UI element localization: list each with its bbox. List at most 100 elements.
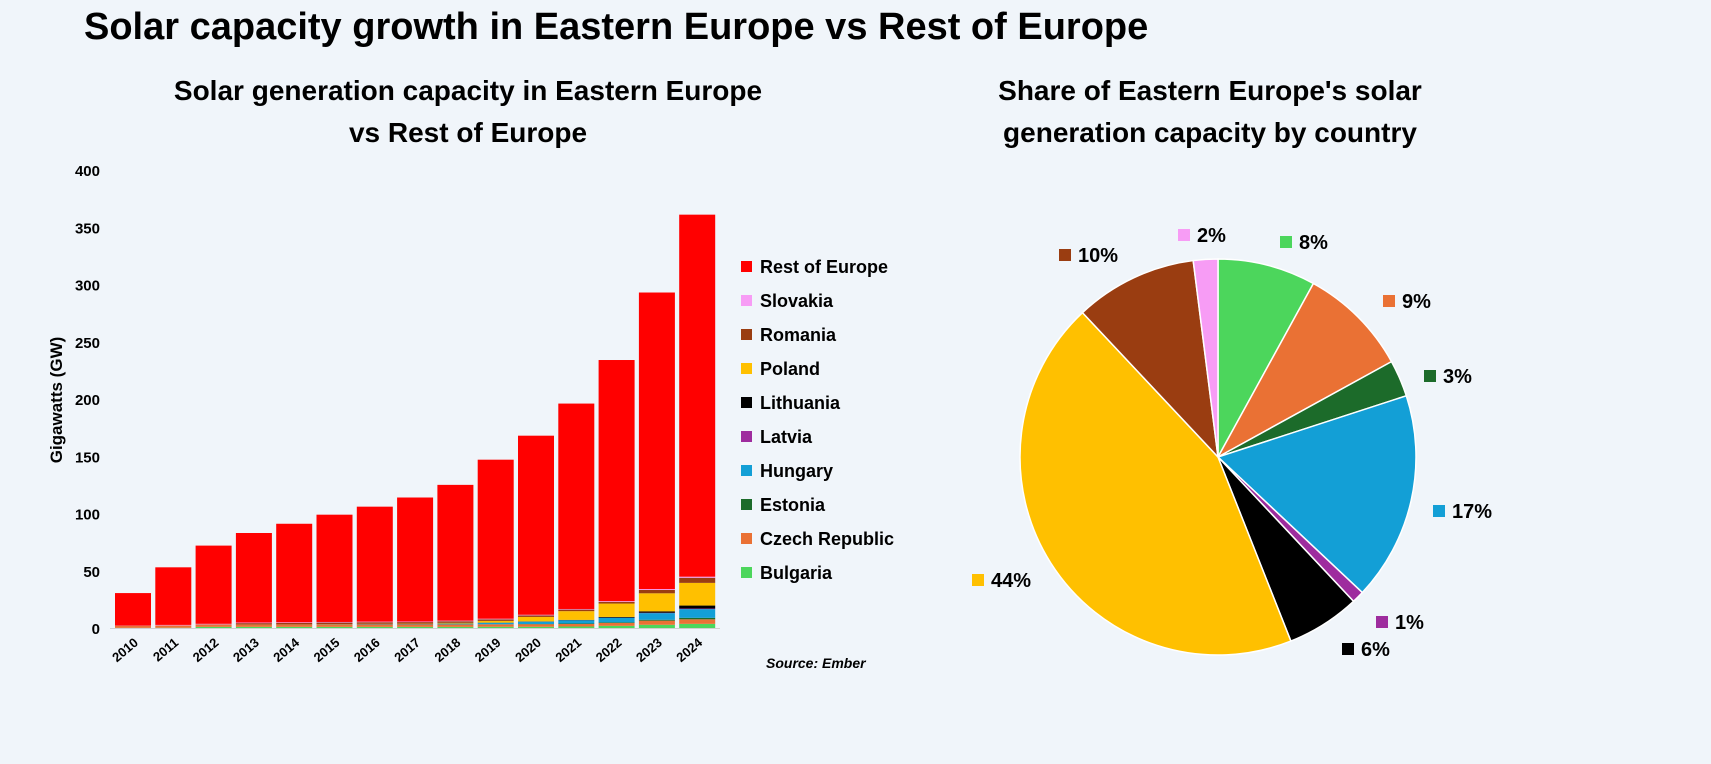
legend-label: Bulgaria [760, 563, 833, 583]
bar-segment-bulgaria [236, 627, 272, 628]
bar-segment-slovakia [357, 622, 393, 623]
y-axis-label: Gigawatts (GW) [47, 337, 66, 464]
bar-segment-romania [679, 578, 715, 583]
bar-segment-rest-of-europe [115, 593, 151, 626]
bar-segment-czech-republic [317, 624, 353, 626]
x-tick-label: 2020 [512, 635, 544, 665]
bar-segment-latvia [679, 609, 715, 610]
bar-segment-romania [357, 622, 393, 624]
bar-segment-poland [437, 623, 473, 624]
legend-label: Poland [760, 359, 820, 379]
bar-segment-rest-of-europe [276, 524, 312, 623]
y-tick-label: 150 [75, 449, 100, 466]
bar-segment-slovakia [276, 622, 312, 623]
pie-data-label: 8% [1299, 232, 1328, 254]
bar-segment-poland [599, 604, 635, 617]
pie-label-swatch [1424, 370, 1436, 382]
x-tick-label: 2014 [270, 634, 302, 665]
x-tick-label: 2023 [633, 635, 665, 665]
bar-segment-hungary [639, 613, 675, 620]
bar-segment-slovakia [236, 623, 272, 624]
bar-segment-hungary [437, 624, 473, 625]
bar-segment-rest-of-europe [478, 460, 514, 619]
x-tick-label: 2013 [230, 635, 262, 665]
legend-label: Romania [760, 325, 837, 345]
bar-segment-bulgaria [639, 625, 675, 628]
legend-label: Czech Republic [760, 529, 894, 549]
x-tick-label: 2022 [593, 635, 625, 665]
bar-segment-czech-republic [115, 626, 151, 628]
bar-segment-bulgaria [558, 627, 594, 628]
bar-segment-slovakia [558, 609, 594, 610]
bar-segment-slovakia [599, 601, 635, 602]
bar-segment-slovakia [397, 622, 433, 623]
bar-segment-slovakia [679, 577, 715, 578]
bar-segment-slovakia [196, 624, 232, 625]
bar-segment-bulgaria [317, 627, 353, 628]
bar-segment-rest-of-europe [599, 360, 635, 601]
bar-segment-rest-of-europe [639, 293, 675, 590]
legend-swatch [741, 567, 752, 578]
bar-segment-rest-of-europe [397, 498, 433, 622]
pie-data-label: 44% [991, 570, 1031, 592]
bar-segment-czech-republic [357, 624, 393, 626]
bar-segment-rest-of-europe [518, 436, 554, 615]
x-tick-label: 2016 [351, 635, 383, 665]
bar-segment-poland [639, 593, 675, 611]
bar-segment-czech-republic [558, 624, 594, 627]
legend-label: Slovakia [760, 291, 834, 311]
bar-segment-hungary [599, 618, 635, 623]
bar-segment-slovakia [478, 619, 514, 620]
bar-segment-czech-republic [639, 621, 675, 625]
pie-data-label: 17% [1452, 501, 1492, 523]
legend-swatch [741, 397, 752, 408]
bar-segment-slovakia [639, 589, 675, 590]
y-tick-label: 350 [75, 220, 100, 237]
pie-data-label: 6% [1361, 639, 1390, 661]
bar-segment-slovakia [317, 622, 353, 623]
bar-segment-lithuania [639, 611, 675, 612]
bar-segment-bulgaria [397, 627, 433, 628]
bar-segment-estonia [599, 622, 635, 623]
legend-label: Latvia [760, 427, 813, 447]
pie-data-label: 1% [1395, 612, 1424, 634]
pie-label-swatch [1178, 229, 1190, 241]
main-title: Solar capacity growth in Eastern Europe … [84, 6, 1148, 48]
legend-label: Hungary [760, 461, 833, 481]
bar-segment-romania [236, 623, 272, 624]
y-tick-label: 250 [75, 335, 100, 352]
x-tick-label: 2011 [150, 635, 181, 665]
x-tick-label: 2018 [432, 635, 464, 665]
bar-segment-bulgaria [196, 627, 232, 628]
bar-segment-romania [518, 615, 554, 617]
bar-segment-czech-republic [155, 625, 191, 627]
bar-segment-rest-of-europe [558, 404, 594, 609]
pie-chart-title-line2: generation capacity by country [1003, 117, 1417, 148]
bar-segment-romania [397, 622, 433, 624]
bar-chart-title-line1: Solar generation capacity in Eastern Eur… [174, 75, 762, 106]
x-tick-label: 2024 [673, 634, 705, 665]
bar-chart-title-line2: vs Rest of Europe [349, 117, 587, 148]
x-tick-label: 2017 [391, 635, 423, 665]
legend-label: Rest of Europe [760, 257, 888, 277]
bar-segment-romania [317, 623, 353, 624]
y-tick-label: 300 [75, 278, 100, 295]
bar-segment-romania [639, 590, 675, 593]
pie-label-swatch [1059, 249, 1071, 261]
bar-segment-estonia [639, 620, 675, 621]
bar-segment-poland [518, 617, 554, 621]
bar-segment-bulgaria [357, 627, 393, 628]
bar-segment-hungary [558, 620, 594, 623]
bar-segment-czech-republic [478, 624, 514, 626]
x-tick-label: 2012 [190, 635, 222, 665]
bar-segment-czech-republic [679, 619, 715, 624]
x-tick-label: 2019 [472, 635, 504, 665]
legend-swatch [741, 329, 752, 340]
legend-swatch [741, 363, 752, 374]
pie-label-swatch [1383, 295, 1395, 307]
legend-swatch [741, 261, 752, 272]
y-tick-label: 50 [83, 564, 100, 581]
y-tick-label: 400 [75, 163, 100, 180]
bar-segment-poland [679, 583, 715, 606]
